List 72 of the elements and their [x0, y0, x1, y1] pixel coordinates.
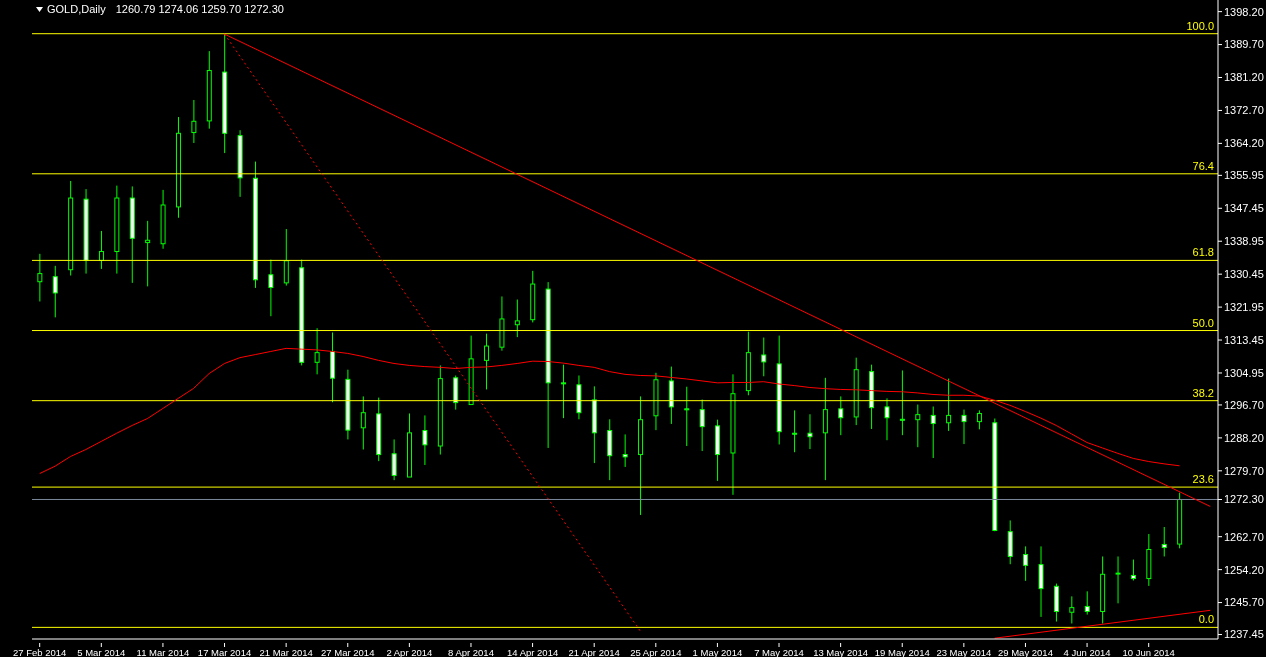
y-tick-label: 1364.20	[1224, 137, 1264, 150]
x-tick-label: 27 Feb 2014	[13, 647, 67, 657]
y-tick-label: 1313.45	[1224, 333, 1264, 346]
y-tick-label: 1254.20	[1224, 563, 1264, 576]
candlestick	[915, 404, 921, 448]
candlestick	[884, 397, 890, 441]
x-tick-label: 11 Mar 2014	[136, 647, 190, 657]
candlestick	[822, 377, 828, 481]
candlestick	[283, 228, 289, 287]
candlestick	[98, 230, 104, 270]
x-tick-label: 10 Jun 2014	[1122, 647, 1175, 657]
candlestick	[622, 433, 628, 468]
y-tick-label: 1321.95	[1224, 301, 1264, 313]
annotation: 100.0	[1186, 19, 1214, 33]
annotation: 23.6	[1192, 473, 1214, 487]
x-tick-label: 4 Jun 2014	[1063, 647, 1111, 657]
candlestick	[191, 99, 197, 144]
candlestick	[391, 438, 397, 481]
y-tick-label: 1279.70	[1224, 464, 1264, 477]
candlestick	[930, 406, 936, 459]
chart-subtitle: 1260.79 1274.06 1259.70 1272.30	[115, 3, 284, 15]
candlestick	[514, 299, 520, 338]
y-tick-label: 1389.70	[1224, 38, 1264, 51]
y-tick-label: 1381.20	[1224, 71, 1264, 84]
annotation: 0.0	[1198, 613, 1214, 627]
y-tick-label: 1398.20	[1224, 5, 1264, 18]
y-tick-label: 1272.30	[1224, 493, 1264, 506]
candlestick	[976, 409, 982, 430]
candlestick	[792, 409, 798, 453]
y-tick-label: 1288.20	[1224, 431, 1264, 444]
candlestick	[422, 414, 428, 466]
candlestick	[961, 409, 967, 445]
candlestick	[1161, 526, 1167, 557]
candlestick	[1084, 590, 1090, 616]
candlestick	[699, 399, 705, 452]
candlestick	[684, 386, 690, 447]
y-tick-label: 1237.45	[1224, 628, 1264, 641]
y-tick-label: 1347.45	[1224, 202, 1264, 215]
candlestick	[946, 378, 952, 432]
candlestick	[484, 333, 490, 390]
candlestick	[52, 265, 58, 318]
x-tick-label: 27 Mar 2014	[321, 647, 375, 657]
x-tick-label: 5 Mar 2014	[77, 647, 126, 657]
chart-title: GOLD,Daily	[47, 3, 106, 15]
candlestick	[761, 337, 767, 377]
candlestick	[561, 364, 567, 419]
candlestick	[1115, 555, 1121, 604]
x-tick-label: 17 Mar 2014	[197, 647, 252, 657]
annotation: 38.2	[1192, 386, 1214, 400]
candlestick	[1130, 559, 1136, 581]
candlestick	[145, 220, 151, 287]
y-tick-label: 1296.70	[1224, 398, 1264, 411]
y-tick-label: 1245.70	[1224, 596, 1264, 609]
y-tick-label: 1355.95	[1224, 169, 1264, 182]
candlestick	[899, 369, 905, 436]
candlestick	[268, 259, 274, 317]
candlestick	[360, 395, 366, 451]
candlestick	[37, 253, 43, 302]
candlestick	[1023, 545, 1029, 582]
candlestick	[314, 327, 320, 375]
candlestick	[807, 413, 813, 450]
candlestick	[838, 395, 844, 436]
annotation: 50.0	[1192, 316, 1214, 330]
y-tick-label: 1330.45	[1224, 268, 1264, 281]
candlestick	[1069, 595, 1075, 624]
y-tick-label: 1262.70	[1224, 530, 1264, 543]
x-tick-label: 21 Mar 2014	[259, 647, 313, 657]
y-tick-label: 1372.70	[1224, 104, 1264, 117]
y-tick-label: 1338.95	[1224, 235, 1264, 248]
annotation: 61.8	[1192, 246, 1214, 260]
annotation: 76.4	[1192, 159, 1214, 173]
y-tick-label: 1304.95	[1224, 366, 1264, 379]
